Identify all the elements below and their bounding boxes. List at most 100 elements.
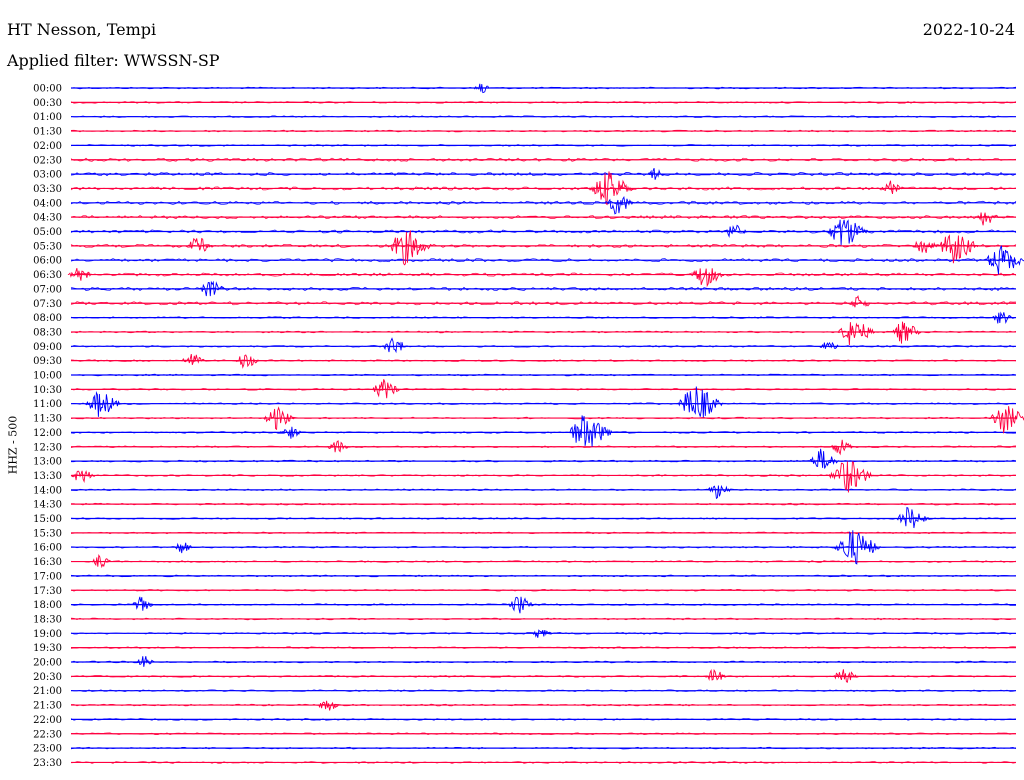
event-burst-28 (988, 406, 1024, 434)
event-burst-3 (881, 180, 904, 195)
row-label-1900: 19:00 (33, 629, 62, 640)
event-burst-4 (603, 195, 636, 215)
trace-noise-1930 (70, 646, 1017, 649)
event-burst-33 (808, 448, 840, 469)
row-label-1200: 12:00 (33, 428, 62, 439)
event-burst-34 (70, 470, 96, 483)
row-label-0500: 05:00 (33, 227, 62, 238)
event-burst-14 (67, 268, 93, 281)
row-label-0000: 00:00 (33, 84, 62, 95)
trace-noise-1800 (70, 603, 1017, 606)
trace-noise-1200 (70, 431, 1017, 434)
trace-noise-2330 (70, 761, 1017, 764)
trace-noise-0700 (70, 286, 1017, 291)
row-label-0830: 08:30 (33, 327, 62, 338)
trace-noise-0030 (70, 101, 1017, 104)
event-burst-16 (849, 295, 873, 308)
trace-noise-1030 (70, 388, 1017, 391)
event-burst-40 (91, 553, 112, 569)
event-burst-37 (895, 506, 930, 529)
event-burst-32 (830, 439, 855, 456)
trace-noise-1300 (70, 459, 1017, 463)
trace-noise-0530 (70, 243, 1017, 248)
trace-noise-0800 (70, 316, 1017, 319)
event-burst-12 (984, 245, 1024, 275)
trace-noise-1400 (70, 488, 1017, 492)
event-burst-18 (837, 322, 876, 345)
event-burst-15 (199, 280, 226, 297)
row-label-0400: 04:00 (33, 198, 62, 209)
row-label-1330: 13:30 (33, 471, 62, 482)
trace-noise-1430 (70, 502, 1017, 506)
row-label-1730: 17:30 (33, 586, 62, 597)
trace-noise-0300 (70, 172, 1017, 177)
row-label-0930: 09:30 (33, 356, 62, 367)
trace-noise-1530 (70, 531, 1017, 535)
trace-noise-1630 (70, 560, 1017, 563)
row-label-0730: 07:30 (33, 299, 62, 310)
event-burst-38 (833, 530, 881, 565)
trace-noise-1100 (70, 402, 1017, 405)
row-label-0630: 06:30 (33, 270, 62, 281)
row-label-1500: 15:00 (33, 514, 62, 525)
row-label-0030: 00:30 (33, 98, 62, 109)
trace-noise-1230 (70, 445, 1017, 449)
trace-noise-1700 (70, 574, 1017, 578)
row-label-1630: 16:30 (33, 557, 62, 568)
row-label-2200: 22:00 (33, 715, 62, 726)
trace-noise-1500 (70, 517, 1017, 520)
row-label-1930: 19:30 (33, 643, 62, 654)
event-burst-5 (974, 212, 1000, 226)
trace-noise-1730 (70, 589, 1017, 592)
event-burst-23 (234, 354, 260, 369)
event-burst-11 (186, 237, 213, 252)
row-label-0200: 02:00 (33, 141, 62, 152)
row-label-0900: 09:00 (33, 342, 62, 353)
row-label-1030: 10:30 (33, 385, 62, 396)
row-label-1000: 10:00 (33, 371, 62, 382)
row-label-1830: 18:30 (33, 614, 62, 625)
event-burst-24 (371, 379, 401, 399)
event-burst-17 (991, 311, 1015, 325)
row-label-0330: 03:30 (33, 184, 62, 195)
trace-noise-1600 (70, 545, 1017, 549)
trace-noise-1830 (70, 617, 1017, 621)
event-burst-9 (936, 234, 980, 264)
event-burst-27 (263, 406, 295, 431)
event-burst-30 (279, 426, 303, 439)
row-label-2000: 20:00 (33, 658, 62, 669)
trace-noise-0100 (70, 115, 1017, 118)
row-label-0230: 02:30 (33, 155, 62, 166)
row-label-1700: 17:00 (33, 571, 62, 582)
trace-noise-1000 (70, 373, 1017, 377)
event-burst-19 (890, 321, 922, 344)
row-label-1230: 12:30 (33, 442, 62, 453)
row-label-0530: 05:30 (33, 241, 62, 252)
trace-noise-2130 (70, 703, 1017, 707)
trace-noise-0400 (70, 200, 1017, 205)
trace-noise-0900 (70, 345, 1017, 348)
trace-noise-0500 (70, 229, 1017, 234)
trace-noise-0000 (70, 86, 1017, 90)
trace-noise-0830 (70, 330, 1017, 334)
event-burst-44 (135, 656, 156, 667)
trace-noise-1130 (70, 416, 1017, 420)
row-label-2300: 23:00 (33, 744, 62, 755)
row-label-0800: 08:00 (33, 313, 62, 324)
event-burst-47 (317, 700, 340, 711)
row-label-1530: 15:30 (33, 528, 62, 539)
event-burst-6 (825, 219, 870, 246)
row-label-1600: 16:00 (33, 543, 62, 554)
trace-noise-0130 (70, 129, 1017, 133)
row-label-2100: 21:00 (33, 686, 62, 697)
trace-noise-0600 (70, 258, 1017, 263)
row-label-1430: 14:30 (33, 500, 62, 511)
row-label-2330: 23:30 (33, 758, 62, 769)
station-title: HT Nesson, Tempi (7, 20, 157, 39)
event-burst-45 (704, 668, 728, 681)
event-burst-8 (387, 230, 433, 266)
row-label-0700: 07:00 (33, 284, 62, 295)
event-burst-36 (707, 484, 732, 500)
row-label-1800: 18:00 (33, 600, 62, 611)
